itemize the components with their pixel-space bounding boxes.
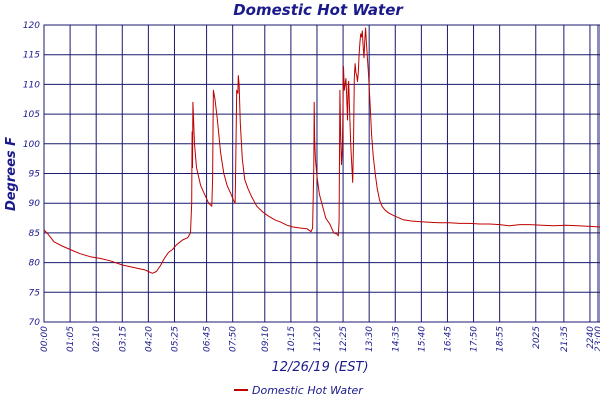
x-tick-label: 2240 [586, 326, 596, 349]
y-tick-label: 95 [29, 170, 41, 180]
x-tick-label: 16:45 [443, 326, 453, 352]
x-tick-label: 2025 [532, 326, 542, 349]
x-tick-label: 13:30 [365, 326, 375, 352]
grid [43, 24, 600, 323]
x-tick-label: 15:40 [417, 326, 427, 352]
y-tick-label: 100 [23, 140, 40, 150]
x-tick-label: 23:00 [594, 326, 600, 352]
x-axis-label: 12/26/19 (EST) [271, 360, 368, 375]
x-tick-label: 12:25 [339, 326, 349, 352]
y-tick-label: 75 [29, 288, 41, 298]
x-tick-label: 17:50 [470, 326, 480, 352]
x-tick-label: 03:15 [118, 326, 128, 352]
series-layer [43, 27, 600, 274]
x-axis-ticks: 00:00 01:05 02:10 03:15 04:20 05:25 06:45 07:50… [40, 326, 600, 352]
y-axis-ticks: 70 75 80 85 90 95 100 105 110 115 120 [23, 21, 40, 328]
legend-label: Domestic Hot Water [252, 384, 364, 397]
x-tick-label: 11:20 [313, 326, 323, 352]
x-tick-label: 14:35 [391, 326, 401, 352]
y-tick-label: 70 [29, 318, 41, 328]
x-tick-label: 18:55 [496, 326, 506, 352]
x-tick-label: 07:50 [229, 326, 239, 352]
y-tick-label: 110 [23, 80, 40, 90]
x-tick-label: 06:45 [203, 326, 213, 352]
x-tick-label: 00:00 [40, 326, 50, 352]
x-tick-label: 21:35 [560, 326, 570, 352]
series-line-domestic-hot-water [43, 27, 600, 274]
y-axis-label: Degrees F [4, 137, 19, 211]
y-tick-label: 85 [29, 229, 41, 239]
y-tick-label: 120 [23, 21, 40, 31]
x-tick-label: 01:05 [66, 326, 76, 352]
legend: Domestic Hot Water [234, 384, 364, 397]
x-tick-label: 04:20 [144, 326, 154, 352]
x-tick-label: 10:15 [287, 326, 297, 352]
x-tick-label: 02:10 [92, 326, 102, 352]
chart-title: Domestic Hot Water [233, 1, 404, 19]
y-tick-label: 105 [23, 110, 40, 120]
x-tick-label: 09:10 [261, 326, 271, 352]
x-tick-label: 05:25 [170, 326, 180, 352]
plot-frame [43, 24, 600, 323]
y-tick-label: 80 [29, 259, 41, 269]
y-tick-label: 115 [23, 51, 40, 61]
y-tick-label: 90 [29, 199, 41, 209]
